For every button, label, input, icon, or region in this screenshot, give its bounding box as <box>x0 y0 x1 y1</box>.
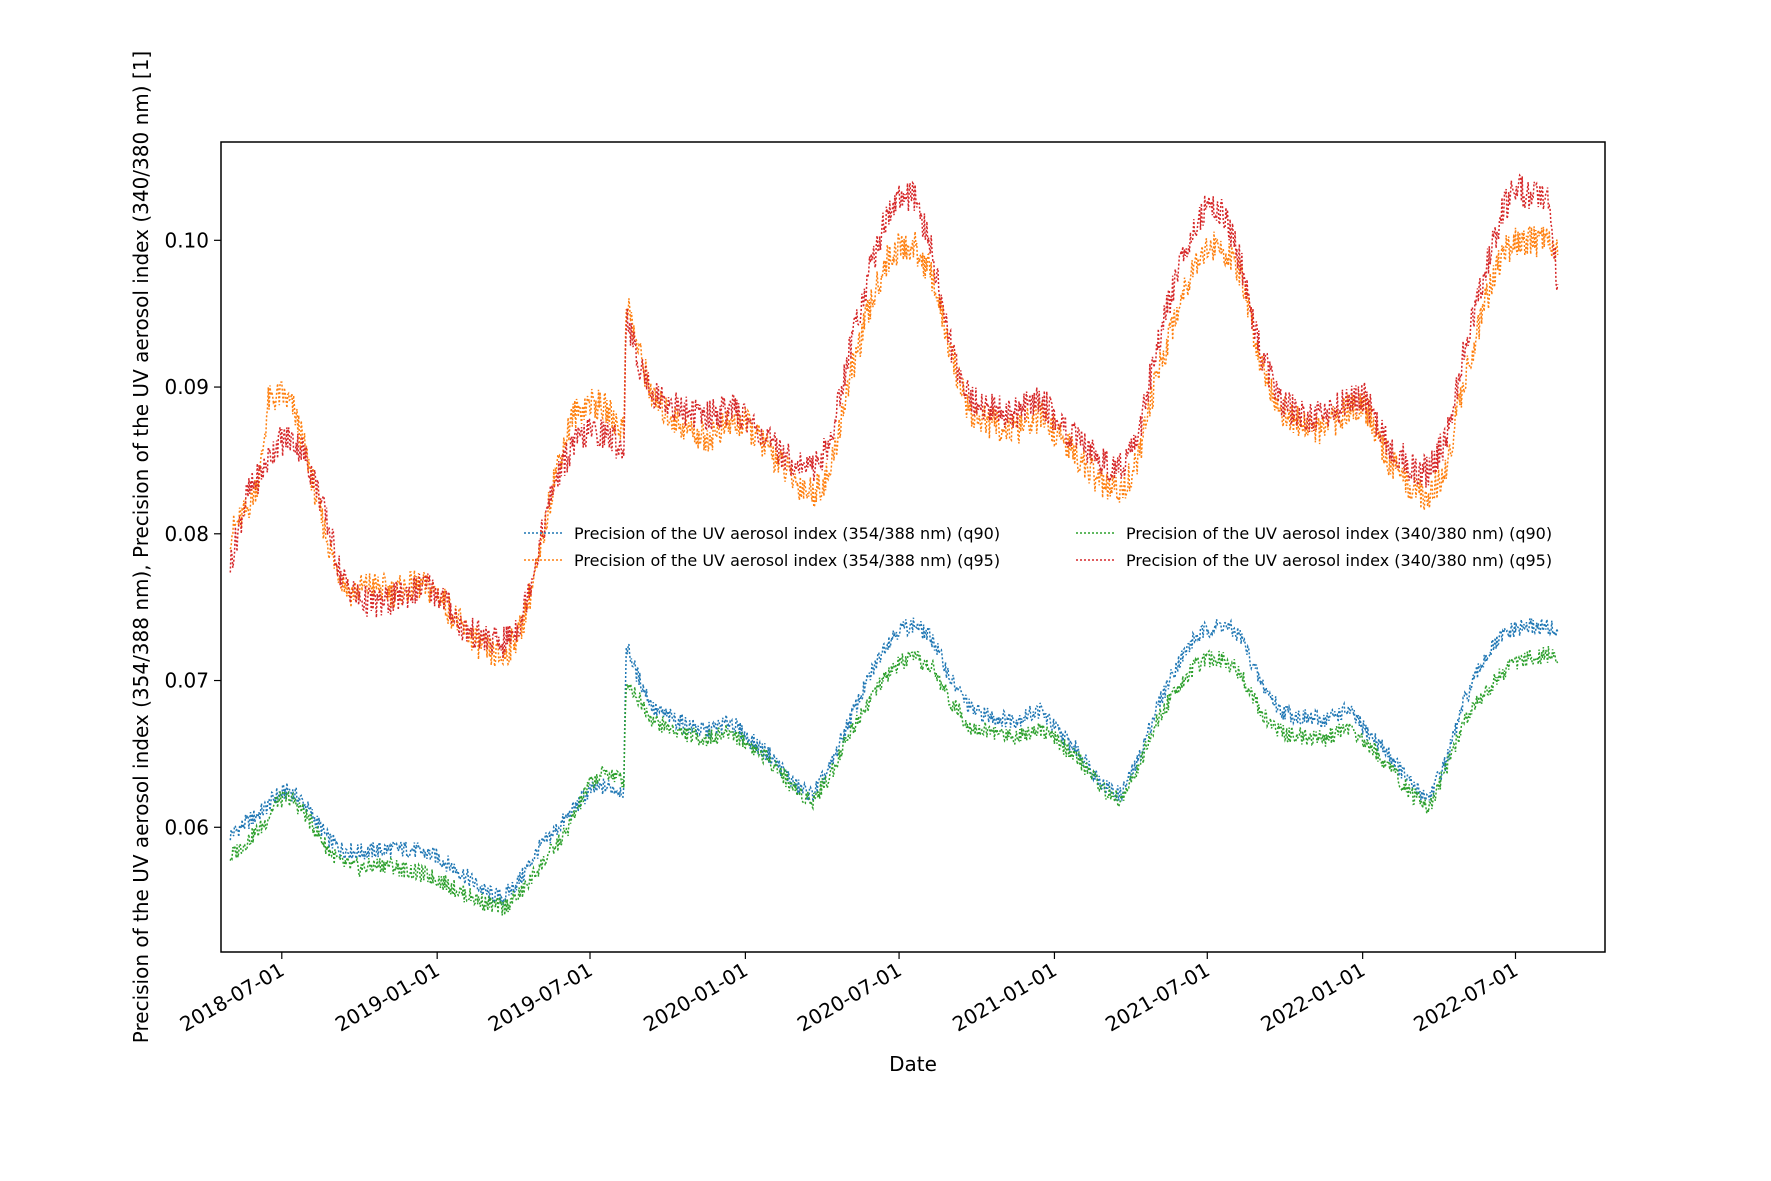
y-tick-label: 0.06 <box>164 815 209 839</box>
legend: Precision of the UV aerosol index (354/3… <box>524 524 1552 570</box>
series-line-2 <box>229 224 1559 667</box>
x-axis-label: Date <box>889 1052 937 1076</box>
y-axis-label: Precision of the UV aerosol index (354/3… <box>129 51 153 1043</box>
y-tick-label: 0.10 <box>164 228 209 252</box>
y-tick-label: 0.08 <box>164 522 209 546</box>
y-axis: 0.06 0.07 0.08 0.09 0.10 <box>164 228 221 839</box>
y-tick-label: 0.09 <box>164 375 209 399</box>
legend-label-1: Precision of the UV aerosol index (354/3… <box>574 524 1000 543</box>
series-line-3 <box>229 645 1559 916</box>
plot-area-frame <box>220 141 1606 953</box>
y-tick-label: 0.07 <box>164 669 209 693</box>
legend-label-2: Precision of the UV aerosol index (354/3… <box>574 551 1000 570</box>
legend-label-4: Precision of the UV aerosol index (340/3… <box>1126 551 1552 570</box>
legend-label-3: Precision of the UV aerosol index (340/3… <box>1126 524 1552 543</box>
series-layer <box>229 173 1559 916</box>
series-line-4 <box>229 173 1559 659</box>
